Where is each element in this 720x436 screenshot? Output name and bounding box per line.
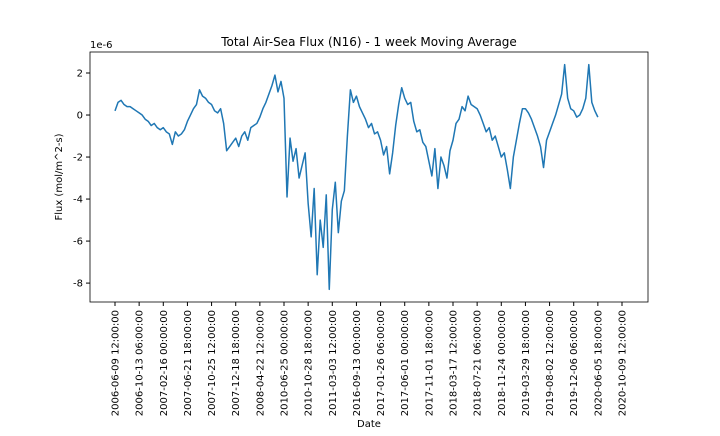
x-tick-label: 2007-02-16 00:00:00 [159,310,170,416]
x-tick-label: 2017-11-01 18:00:00 [424,310,435,416]
x-axis-label: Date [357,419,381,430]
chart-title: Total Air-Sea Flux (N16) - 1 week Moving… [220,35,517,49]
x-tick-label: 2006-10-13 06:00:00 [135,310,146,416]
y-tick-label: 0 [77,111,83,122]
x-tick-label: 2008-04-22 12:00:00 [255,310,266,416]
x-tick-label: 2020-06-05 18:00:00 [593,310,604,416]
y-tick-label: 2 [77,69,83,80]
y-tick-label: -4 [73,195,83,206]
x-tick-label: 2019-12-06 06:00:00 [569,310,580,416]
x-tick-label: 2010-10-28 18:00:00 [304,310,315,416]
y-tick-label: -6 [73,237,83,248]
x-tick-label: 2017-01-26 06:00:00 [376,310,387,416]
x-tick-label: 2020-10-09 12:00:00 [618,310,629,416]
x-tick-label: 2016-09-13 00:00:00 [352,310,363,416]
x-tick-label: 2018-03-17 12:00:00 [449,310,460,416]
x-tick-label: 2019-03-29 18:00:00 [521,310,532,416]
data-line [114,63,599,291]
x-tick-label: 2011-03-03 12:00:00 [328,310,339,416]
x-tick-label: 2019-08-02 12:00:00 [545,310,556,416]
x-tick-label: 2007-10-25 12:00:00 [207,310,218,416]
x-tick-label: 2017-06-01 00:00:00 [400,310,411,416]
y-tick-label: -8 [73,279,83,290]
x-tick-label: 2018-07-21 06:00:00 [473,310,484,416]
x-tick-label: 2007-06-21 18:00:00 [183,310,194,416]
axes-frame [89,51,649,303]
y-offset-label: 1e-6 [90,40,113,51]
x-tick-label: 2007-12-18 18:00:00 [231,310,242,416]
x-tick-label: 2006-06-09 12:00:00 [111,310,122,416]
x-tick-label: 2010-06-25 00:00:00 [280,310,291,416]
y-tick-label: -2 [73,153,83,164]
y-axis-label: Flux (mol/m^2-s) [54,133,65,220]
x-tick-label: 2018-11-24 00:00:00 [497,310,508,416]
